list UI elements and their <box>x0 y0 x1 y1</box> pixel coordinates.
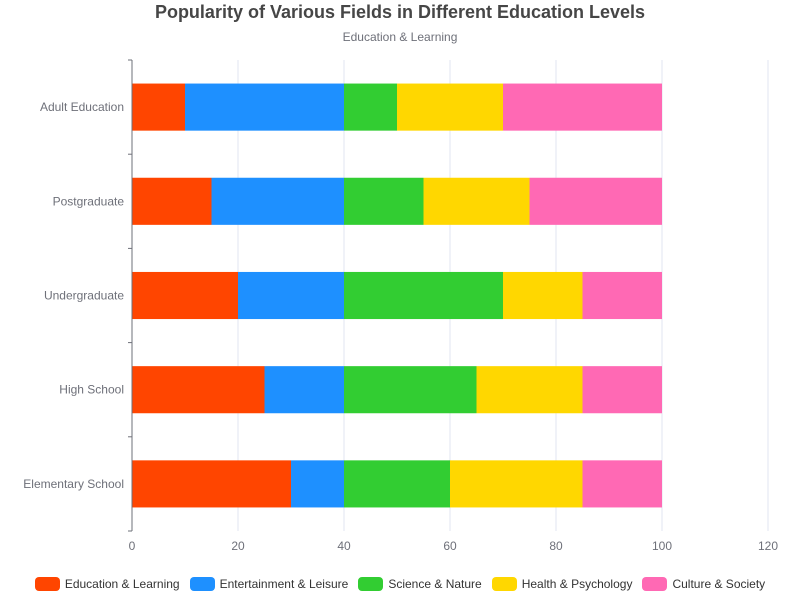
bar-4-2 <box>476 366 583 414</box>
legend-swatch <box>358 577 384 591</box>
y-tick-label: Elementary School <box>23 477 124 491</box>
bar-4-4 <box>423 177 530 225</box>
legend-label: Culture & Society <box>672 577 766 591</box>
bar-1-1 <box>132 460 291 508</box>
bar-1-5 <box>132 83 185 131</box>
legend-item[interactable]: Education & Learning <box>34 577 180 591</box>
bar-3-4 <box>344 177 424 225</box>
bar-5-3 <box>582 271 662 320</box>
legend-label: Education & Learning <box>64 577 180 591</box>
x-tick-label: 60 <box>443 539 457 553</box>
bar-1-4 <box>132 177 212 225</box>
bar-2-4 <box>211 177 344 225</box>
x-tick-label: 120 <box>758 539 778 553</box>
legend-swatch <box>34 577 60 591</box>
legend-item[interactable]: Science & Nature <box>358 577 482 591</box>
bar-4-3 <box>503 271 583 320</box>
bar-4-5 <box>397 83 503 131</box>
x-tick-label: 40 <box>337 539 351 553</box>
bar-1-2 <box>132 366 265 414</box>
bar-3-3 <box>344 271 503 320</box>
bar-3-5 <box>344 83 397 131</box>
y-tick-label: Undergraduate <box>44 289 124 303</box>
legend-swatch <box>491 577 517 591</box>
bar-5-2 <box>582 366 662 414</box>
legend-label: Health & Psychology <box>521 577 633 591</box>
y-tick-label: Postgraduate <box>53 194 125 208</box>
bar-2-2 <box>264 366 344 414</box>
x-tick-label: 80 <box>549 539 563 553</box>
bar-3-1 <box>344 460 450 508</box>
x-tick-label: 20 <box>231 539 245 553</box>
bar-2-5 <box>185 83 344 131</box>
bar-2-3 <box>238 271 344 320</box>
legend-item[interactable]: Culture & Society <box>642 577 765 591</box>
legend-item[interactable]: Entertainment & Leisure <box>189 577 349 591</box>
bar-2-1 <box>291 460 344 508</box>
y-tick-label: High School <box>59 383 124 397</box>
x-tick-label: 100 <box>652 539 672 553</box>
legend-item[interactable]: Health & Psychology <box>491 577 633 591</box>
bar-5-1 <box>582 460 662 508</box>
bar-3-2 <box>344 366 477 414</box>
legend-label: Science & Nature <box>388 577 482 591</box>
bar-4-1 <box>450 460 583 508</box>
legend-swatch <box>642 577 668 591</box>
chart-subtitle: Education & Learning <box>342 30 458 44</box>
bar-5-5 <box>503 83 662 131</box>
bar-1-3 <box>132 271 238 320</box>
legend-swatch <box>189 577 215 591</box>
x-tick-label: 0 <box>129 539 136 553</box>
chart-title: Popularity of Various Fields in Differen… <box>154 2 646 22</box>
y-tick-label: Adult Education <box>40 100 124 114</box>
chart-legend: Education & Learning Entertainment & Leis… <box>0 577 800 591</box>
bar-5-4 <box>529 177 662 225</box>
legend-label: Entertainment & Leisure <box>219 577 349 591</box>
